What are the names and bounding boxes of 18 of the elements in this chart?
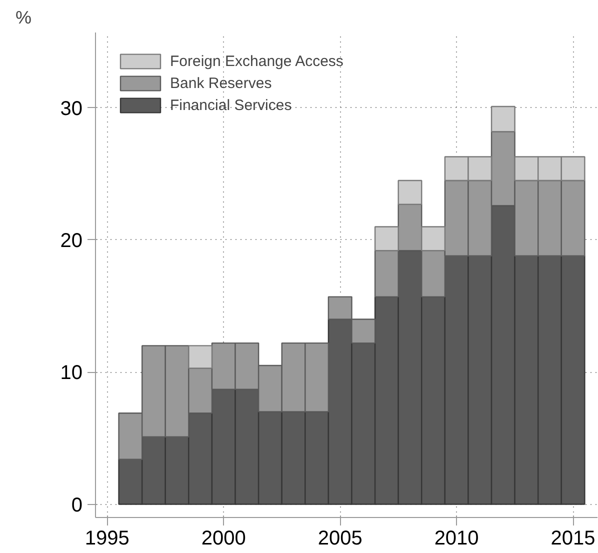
bar	[398, 180, 422, 205]
legend-label: Foreign Exchange Access	[170, 52, 344, 70]
x-tick-label: 1995	[84, 528, 130, 550]
y-tick-label: 20	[60, 230, 83, 252]
legend-label: Financial Services	[170, 96, 292, 114]
x-tick-label: 2005	[318, 528, 362, 550]
y-tick-label: 10	[60, 362, 83, 384]
bar	[188, 345, 213, 369]
y-axis-title: %	[16, 8, 32, 28]
y-tick-label: 30	[60, 98, 83, 120]
x-tick-label: 2000	[201, 528, 246, 550]
bar	[374, 226, 399, 252]
bar	[490, 106, 516, 132]
x-tick-label: 2015	[550, 528, 596, 550]
y-tick-label: 0	[71, 494, 82, 516]
bar	[421, 226, 446, 252]
x-tick-label: 2010	[434, 528, 479, 550]
legend-label: Bank Reserves	[170, 74, 272, 92]
